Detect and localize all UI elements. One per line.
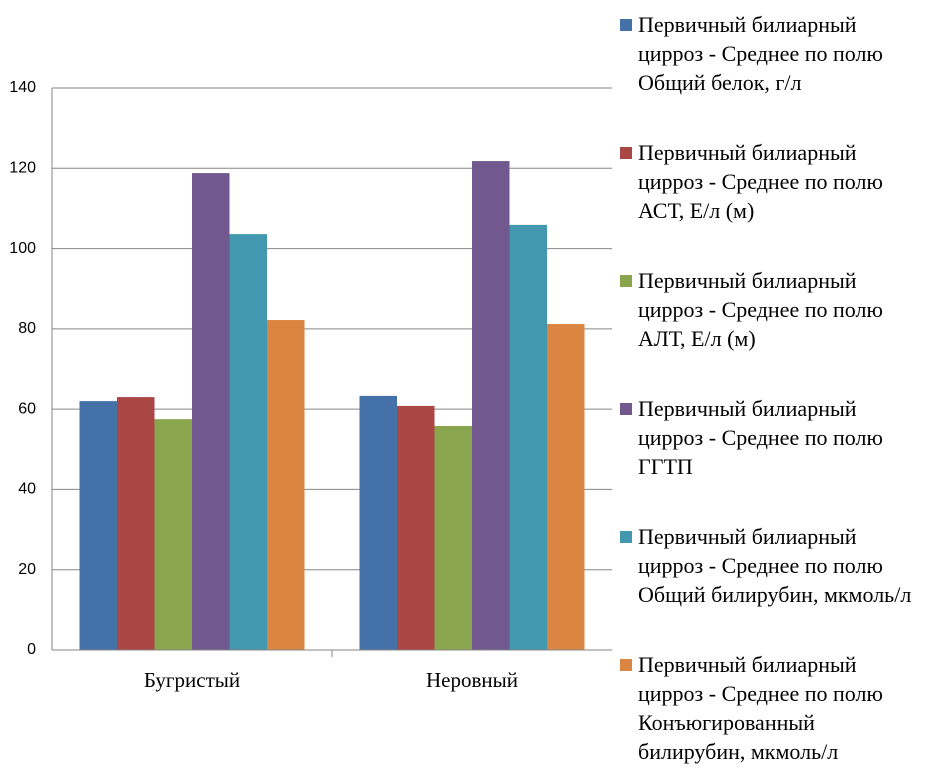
legend-item: Первичный билиарный цирроз - Среднее по … <box>620 650 925 766</box>
legend-swatch <box>620 19 632 31</box>
bar <box>79 401 117 650</box>
legend-label: Первичный билиарный цирроз - Среднее по … <box>638 524 912 607</box>
legend-swatch <box>620 531 632 543</box>
y-tick-label: 40 <box>18 481 36 498</box>
legend-label: Первичный билиарный цирроз - Среднее по … <box>638 396 883 479</box>
bar <box>434 426 472 650</box>
x-tick-label: Неровный <box>426 668 518 692</box>
legend-label: Первичный билиарный цирроз - Среднее по … <box>638 140 883 223</box>
y-tick-label: 0 <box>27 641 36 658</box>
bar <box>397 405 435 650</box>
legend-swatch <box>620 403 632 415</box>
legend-item: Первичный билиарный цирроз - Среднее по … <box>620 138 925 225</box>
y-tick-label: 120 <box>9 160 36 177</box>
legend-item: Первичный билиарный цирроз - Среднее по … <box>620 10 925 97</box>
y-tick-label: 100 <box>9 240 36 257</box>
y-tick-label: 80 <box>18 320 36 337</box>
legend-swatch <box>620 659 632 671</box>
bar <box>547 324 585 650</box>
legend-label: Первичный билиарный цирроз - Среднее по … <box>638 652 883 764</box>
legend-label: Первичный билиарный цирроз - Среднее по … <box>638 12 883 95</box>
bar <box>117 397 155 650</box>
legend-swatch <box>620 147 632 159</box>
bar <box>509 224 547 650</box>
legend-label: Первичный билиарный цирроз - Среднее по … <box>638 268 883 351</box>
bar <box>229 234 267 650</box>
legend-item: Первичный билиарный цирроз - Среднее по … <box>620 522 925 609</box>
legend-swatch <box>620 275 632 287</box>
bar <box>154 419 192 650</box>
legend-item: Первичный билиарный цирроз - Среднее по … <box>620 266 925 353</box>
legend-item: Первичный билиарный цирроз - Среднее по … <box>620 394 925 481</box>
bar <box>359 395 397 650</box>
y-tick-label: 20 <box>18 561 36 578</box>
y-tick-label: 60 <box>18 400 36 417</box>
bar <box>267 320 305 650</box>
bar <box>192 173 230 651</box>
bar <box>472 161 510 650</box>
x-tick-label: Бугристый <box>144 668 240 692</box>
y-tick-label: 140 <box>9 79 36 96</box>
